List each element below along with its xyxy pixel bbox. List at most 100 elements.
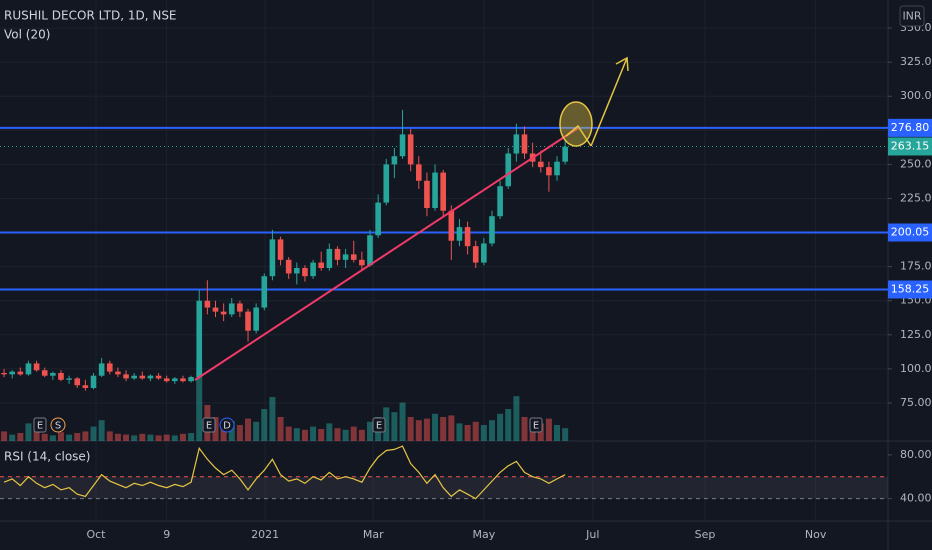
volume-bar bbox=[41, 433, 48, 441]
candle-body bbox=[139, 375, 146, 379]
volume-bar bbox=[342, 429, 349, 441]
volume-bar bbox=[383, 407, 390, 441]
volume-bar bbox=[245, 418, 252, 441]
volume-bar bbox=[9, 434, 16, 441]
volume-bar bbox=[228, 421, 235, 441]
volume-bar bbox=[407, 417, 414, 441]
volume-bar bbox=[155, 435, 162, 441]
candle-body bbox=[25, 363, 32, 375]
candle-body bbox=[407, 134, 414, 165]
candle-body bbox=[326, 248, 333, 269]
event-marker bbox=[219, 417, 235, 433]
volume-bar bbox=[66, 434, 73, 441]
candle-body bbox=[98, 363, 105, 376]
candle-body bbox=[440, 172, 446, 211]
last-price-label: 263.15 bbox=[891, 139, 930, 152]
candle-body bbox=[163, 378, 170, 382]
candle-body bbox=[367, 235, 373, 266]
candle-body bbox=[554, 161, 560, 176]
x-tick-label: Sep bbox=[695, 528, 716, 541]
candle-body bbox=[399, 134, 406, 157]
candle-body bbox=[448, 210, 455, 241]
level-price-label: 200.05 bbox=[891, 225, 930, 238]
candle-body bbox=[237, 303, 243, 312]
last-price-box bbox=[888, 137, 932, 156]
arrow bbox=[590, 57, 628, 147]
volume-bar bbox=[33, 429, 40, 441]
level-price-label: 158.25 bbox=[891, 282, 930, 295]
candle-body bbox=[131, 375, 137, 379]
event-marker bbox=[529, 417, 543, 433]
event-label: E bbox=[37, 421, 43, 432]
drawing bbox=[565, 124, 592, 147]
volume-bar bbox=[554, 425, 561, 441]
volume-bar bbox=[464, 425, 471, 441]
volume-bar bbox=[57, 432, 64, 441]
volume-bar bbox=[318, 429, 325, 441]
candle-body bbox=[505, 153, 512, 187]
candle-body bbox=[456, 227, 463, 241]
x-tick-label: 2021 bbox=[251, 528, 279, 541]
volume-bar bbox=[497, 413, 504, 441]
x-tick-label: Jul bbox=[585, 528, 599, 541]
candle-body bbox=[318, 262, 325, 269]
y-tick-label: 325.00 bbox=[900, 55, 932, 68]
rsi-tick-label: 80.00 bbox=[900, 448, 932, 461]
x-tick-label: Oct bbox=[86, 528, 106, 541]
candle-body bbox=[481, 243, 487, 263]
volume-bar bbox=[358, 429, 365, 441]
volume-bar bbox=[131, 435, 138, 441]
event-marker bbox=[372, 417, 386, 433]
volume-bar bbox=[545, 418, 552, 441]
candle-body bbox=[285, 259, 292, 274]
candle-body bbox=[90, 375, 97, 388]
x-tick-label: 9 bbox=[163, 528, 170, 541]
volume-label: Vol (20) bbox=[4, 28, 50, 42]
candle-body bbox=[204, 300, 211, 308]
candle-body bbox=[464, 227, 471, 247]
volume-bar bbox=[423, 418, 430, 441]
level-price-label: 276.80 bbox=[891, 121, 930, 134]
candle-body bbox=[546, 167, 552, 176]
candle-body bbox=[350, 254, 357, 260]
candle-body bbox=[123, 374, 129, 379]
chart-title: RUSHIL DECOR LTD, 1D, NSE bbox=[4, 9, 177, 23]
volume-bar bbox=[301, 429, 308, 441]
x-tick-label: Mar bbox=[363, 528, 384, 541]
candle-body bbox=[172, 378, 178, 382]
candle-body bbox=[521, 134, 528, 154]
volume-bar bbox=[293, 428, 300, 441]
event-marker bbox=[202, 417, 216, 433]
volume-bar bbox=[456, 423, 463, 441]
volume-bar bbox=[505, 409, 512, 441]
candle-body bbox=[58, 372, 64, 380]
volume-bar bbox=[261, 409, 268, 441]
level-price-box bbox=[888, 118, 932, 137]
volume-bar bbox=[49, 435, 56, 441]
candle-body bbox=[9, 371, 15, 375]
volume-bar bbox=[269, 397, 276, 441]
grid bbox=[0, 0, 888, 521]
candle-body bbox=[1, 372, 7, 375]
volume-bar bbox=[220, 423, 227, 441]
y-tick-label: 100.00 bbox=[900, 362, 932, 375]
volume-bar bbox=[253, 421, 260, 441]
volume-bar bbox=[1, 431, 8, 441]
volume-bar bbox=[82, 431, 89, 441]
candle-body bbox=[391, 156, 398, 165]
event-label: D bbox=[223, 421, 231, 432]
volume-bar bbox=[98, 420, 105, 441]
candle-body bbox=[383, 164, 390, 203]
candle-body bbox=[537, 161, 544, 168]
volume-bar bbox=[74, 433, 81, 441]
level-price-box bbox=[888, 223, 932, 242]
volume-bar bbox=[391, 412, 398, 441]
candle-body bbox=[269, 239, 276, 277]
volume-bar bbox=[472, 421, 479, 441]
volume-bar bbox=[480, 425, 487, 441]
volume-bar bbox=[90, 426, 97, 441]
volume-bar bbox=[440, 417, 447, 441]
candle-body bbox=[228, 303, 235, 315]
candle-body bbox=[513, 134, 520, 154]
